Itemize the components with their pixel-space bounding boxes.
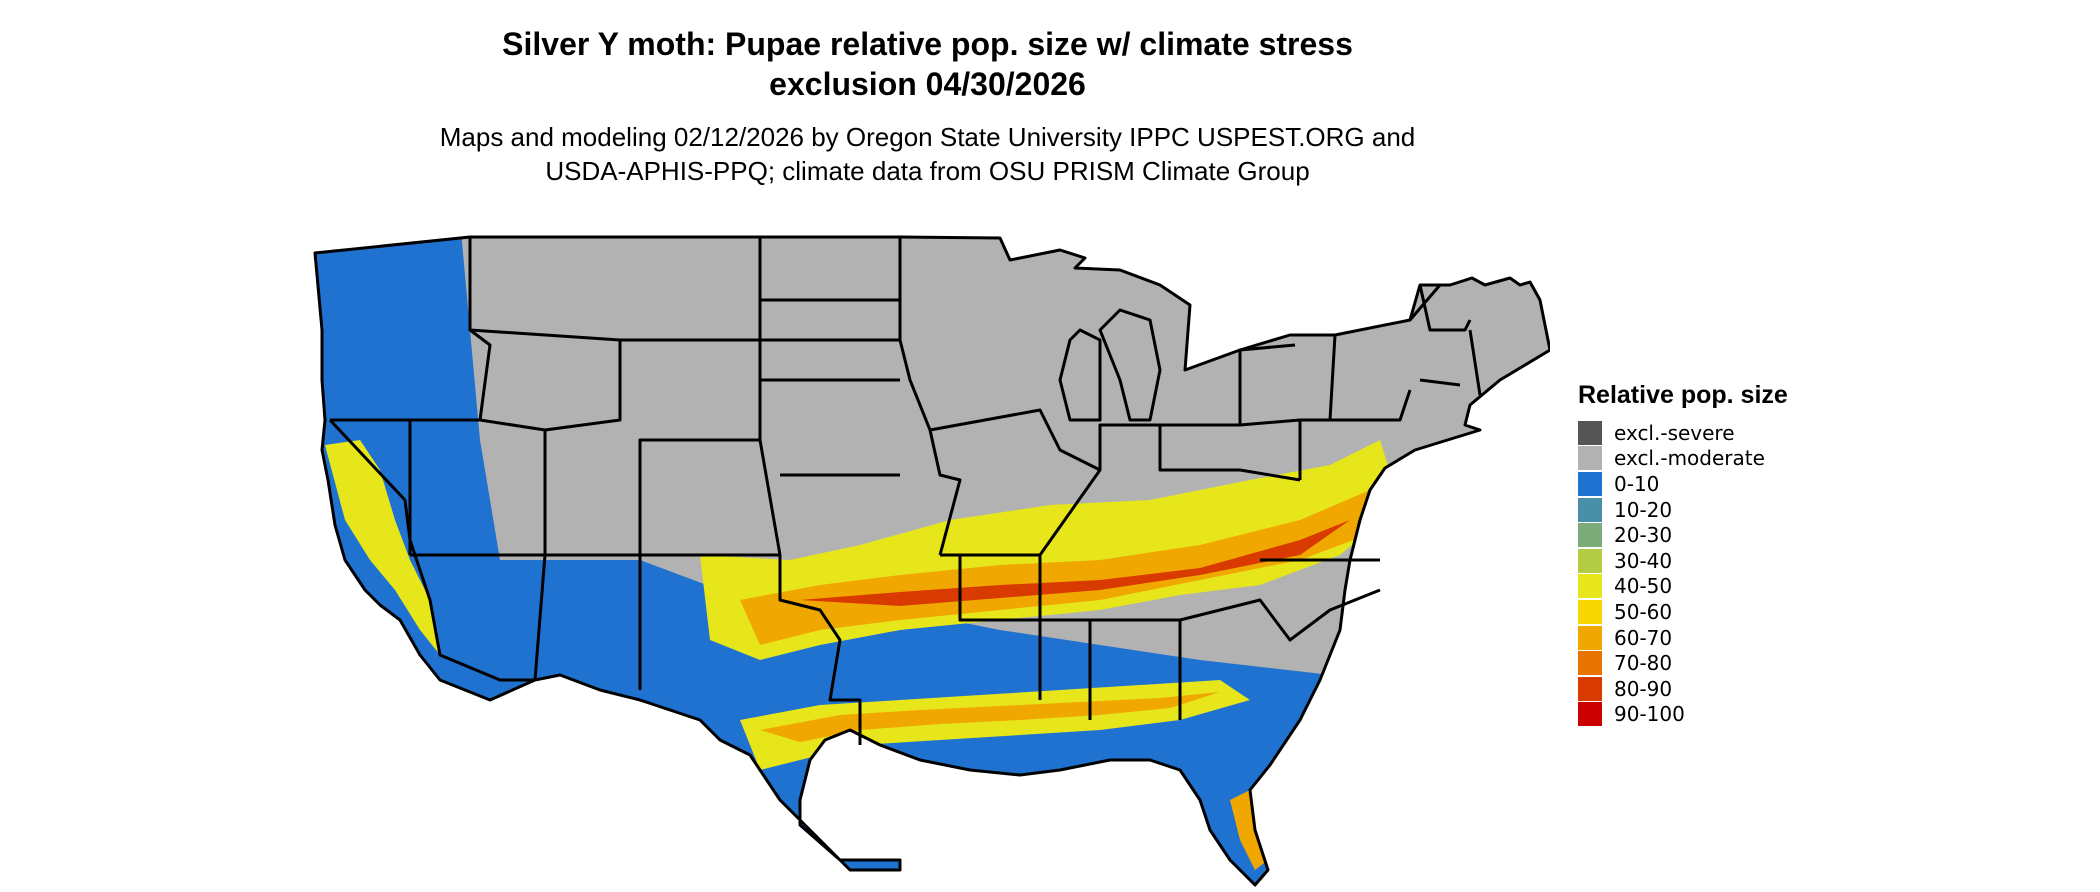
- subtitle-line-1: Maps and modeling 02/12/2026 by Oregon S…: [439, 122, 1416, 152]
- legend-item: 70-80: [1578, 650, 1788, 676]
- legend-item: 90-100: [1578, 702, 1788, 728]
- florida-band: [1230, 790, 1268, 870]
- western-moderate-band: [325, 440, 440, 655]
- legend-item: 30-40: [1578, 548, 1788, 574]
- legend-items: excl.-severe excl.-moderate 0-10 10-20 20-30…: [1578, 420, 1788, 727]
- legend-item: excl.-moderate: [1578, 446, 1788, 472]
- map-title: Silver Y moth: Pupae relative pop. size …: [0, 24, 1855, 104]
- legend-item: 80-90: [1578, 676, 1788, 702]
- legend-label: 70-80: [1614, 651, 1673, 676]
- title-line-1: Silver Y moth: Pupae relative pop. size …: [502, 26, 1353, 62]
- subtitle-line-2: USDA-APHIS-PPQ; climate data from OSU PR…: [545, 156, 1310, 186]
- legend-item: 60-70: [1578, 625, 1788, 651]
- gulf-orange-band: [760, 692, 1220, 742]
- legend-swatch: [1578, 548, 1602, 573]
- title-line-2: exclusion 04/30/2026: [769, 66, 1086, 102]
- legend-swatch: [1578, 574, 1602, 599]
- legend-label: 90-100: [1614, 702, 1685, 727]
- legend-item: 40-50: [1578, 574, 1788, 600]
- legend-item: 50-60: [1578, 599, 1788, 625]
- legend-swatch: [1578, 497, 1602, 522]
- map-subtitle: Maps and modeling 02/12/2026 by Oregon S…: [0, 120, 1855, 188]
- state-borders: [313, 235, 1550, 887]
- legend-label: excl.-severe: [1614, 420, 1735, 445]
- legend-item: 0-10: [1578, 471, 1788, 497]
- legend-swatch: [1578, 625, 1602, 650]
- legend-swatch: [1578, 523, 1602, 548]
- central-orange-band: [740, 490, 1380, 645]
- legend-label: 60-70: [1614, 625, 1673, 650]
- legend-label: 50-60: [1614, 599, 1673, 624]
- legend-swatch: [1578, 651, 1602, 676]
- legend-swatch: [1578, 446, 1602, 471]
- texas-coast-band: [840, 800, 880, 855]
- legend-swatch: [1578, 471, 1602, 496]
- legend-label: 10-20: [1614, 497, 1673, 522]
- legend-label: excl.-moderate: [1614, 446, 1765, 471]
- legend-title: Relative pop. size: [1578, 381, 1788, 409]
- legend-swatch: [1578, 599, 1602, 624]
- legend-item: excl.-severe: [1578, 420, 1788, 446]
- legend-label: 20-30: [1614, 523, 1673, 548]
- legend-label: 80-90: [1614, 676, 1673, 701]
- legend: Relative pop. size excl.-severe excl.-mod…: [1578, 380, 1788, 727]
- legend-swatch: [1578, 420, 1602, 445]
- legend-item: 10-20: [1578, 497, 1788, 523]
- legend-label: 40-50: [1614, 574, 1673, 599]
- central-red-band: [800, 520, 1350, 606]
- legend-label: 0-10: [1614, 471, 1660, 496]
- legend-item: 20-30: [1578, 522, 1788, 548]
- legend-swatch: [1578, 676, 1602, 701]
- us-population-map: [313, 235, 1550, 887]
- legend-swatch: [1578, 702, 1602, 727]
- legend-label: 30-40: [1614, 548, 1673, 573]
